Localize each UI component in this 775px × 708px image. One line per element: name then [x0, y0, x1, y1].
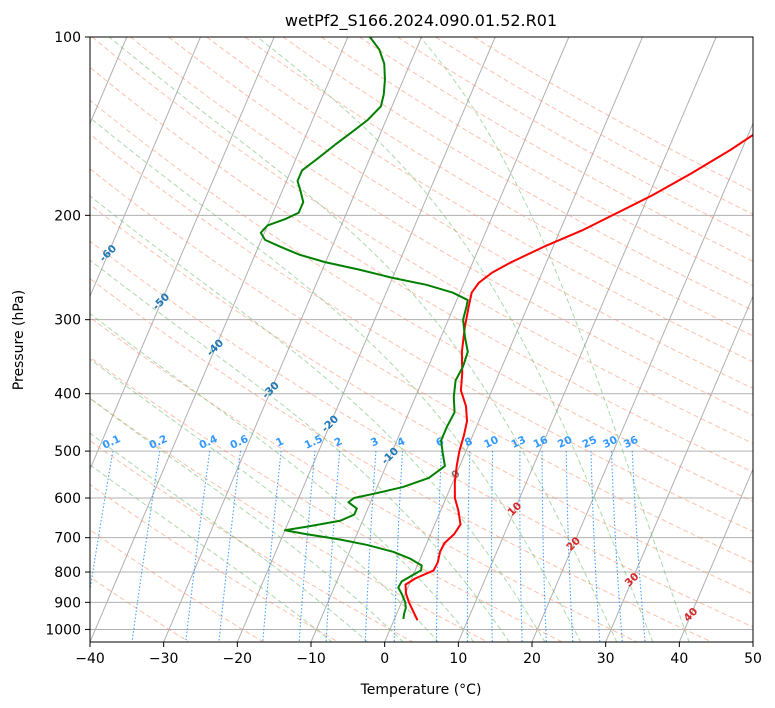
temperature-profile-line: [404, 133, 753, 621]
mixing-ratio-label: 6: [434, 435, 446, 449]
y-axis-title: Pressure (hPa): [11, 290, 27, 390]
moist-adiabat-line: [257, 37, 654, 642]
dry-adiabat-line: [90, 240, 753, 628]
dry-adiabat-line: [90, 168, 753, 563]
mixing-ratio-label: 4: [395, 435, 407, 449]
isotherm-line: [236, 37, 496, 642]
mixing-ratio-line: [631, 451, 646, 642]
dry-adiabat-line: [91, 37, 753, 445]
mixing-ratio-line: [565, 451, 574, 642]
dry-adiabat-line: [90, 203, 753, 595]
dry-adiabat-line: [90, 99, 753, 502]
dry-adiabat-line: [130, 37, 753, 417]
y-tick-label: 500: [54, 444, 81, 460]
moist-adiabat-line: [90, 358, 440, 642]
mixing-ratio-label: 3: [369, 435, 381, 449]
mixing-ratio-label: 25: [581, 434, 599, 451]
dry-adiabat-line: [473, 37, 753, 193]
moist-adiabat-line: [90, 117, 582, 642]
isotherm-line: [457, 37, 717, 642]
isotherm-line: [384, 37, 643, 642]
x-axis: −40 −30 −20 −10 0 10 20 30 40 50: [75, 642, 762, 667]
mixing-ratio-line: [218, 451, 242, 642]
mixing-ratio-label: 36: [622, 434, 640, 451]
dry-adiabat-line: [90, 278, 712, 642]
dry-adiabat-line: [206, 37, 753, 363]
moist-adiabat-line: [90, 259, 510, 642]
dry-adiabat-line: [168, 37, 753, 389]
profile-series: [259, 37, 753, 621]
dry-adiabat-line: [90, 397, 488, 642]
isotherm-line: [605, 295, 753, 642]
chart-title: wetPf2_S166.2024.090.01.52.R01: [285, 11, 557, 31]
moist-adiabat-line: [419, 37, 690, 642]
x-tick-label: −10: [296, 651, 326, 667]
moist-adiabat-line: [90, 397, 404, 642]
mixing-ratio-label: 8: [463, 435, 475, 449]
moist-adiabat-line: [90, 195, 546, 642]
mixing-ratio-label: 16: [532, 434, 550, 451]
mixing-ratio-line: [325, 451, 341, 642]
dry-adiabat-line: [320, 37, 753, 287]
mixing-ratio-line: [466, 451, 471, 642]
mixing-ratio-line: [393, 451, 404, 642]
y-tick-label: 900: [54, 595, 81, 611]
mixing-ratio-line: [610, 451, 623, 642]
mixing-ratio-line: [185, 451, 211, 642]
x-tick-label: 20: [523, 651, 541, 667]
x-tick-label: 0: [380, 651, 389, 667]
mixing-ratio-line: [541, 451, 547, 642]
y-tick-label: 800: [54, 565, 81, 581]
x-tick-label: 10: [449, 651, 467, 667]
isotherm-line: [163, 37, 422, 642]
plot-frame: [89, 36, 754, 643]
isotherm-line: [90, 37, 275, 471]
dry-adiabat-line: [244, 37, 753, 337]
y-tick-label: 1000: [45, 622, 81, 638]
dry-adiabat-line: [90, 133, 753, 533]
y-tick-label: 700: [54, 531, 81, 547]
mixing-ratio-label: 1: [274, 435, 286, 449]
isotherm-line: [90, 37, 201, 298]
moist-adiabat-line: [90, 432, 369, 642]
dry-adiabat-line: [397, 37, 753, 239]
mixing-ratio-label: 2: [333, 435, 345, 449]
y-tick-label: 200: [54, 208, 81, 224]
mixing-ratio-label: 20: [556, 434, 574, 451]
dry-adiabat-line: [90, 529, 264, 642]
dry-adiabat-line: [90, 316, 638, 642]
mixing-ratio-line: [519, 451, 523, 642]
mixing-ratio-label: 30: [601, 434, 619, 451]
x-tick-label: −40: [75, 651, 105, 667]
mixing-ratio-line: [298, 451, 316, 642]
isotherm-line: [678, 467, 753, 642]
isotherm-line: [531, 122, 753, 642]
y-tick-label: 300: [54, 313, 81, 329]
background-lines: [90, 37, 753, 642]
x-tick-label: −20: [223, 651, 253, 667]
x-tick-label: 40: [670, 651, 688, 667]
mixing-ratio-line: [131, 451, 161, 642]
x-tick-label: 30: [597, 651, 615, 667]
y-tick-label: 100: [54, 30, 81, 46]
y-tick-label: 600: [54, 491, 81, 507]
mixing-ratio-label: 10: [482, 434, 500, 451]
isotherm-line: [90, 37, 349, 642]
y-tick-label: 400: [54, 387, 81, 403]
x-axis-title: Temperature (°C): [360, 682, 482, 698]
mixing-ratio-line: [491, 451, 494, 642]
mixing-ratio-line: [590, 451, 601, 642]
dry-adiabat-line: [90, 66, 753, 473]
dewpoint-profile-line: [259, 37, 469, 620]
moist-adiabat-line: [90, 464, 333, 642]
mixing-ratio-line: [262, 451, 282, 642]
x-tick-label: 50: [744, 651, 762, 667]
x-tick-label: −30: [149, 651, 179, 667]
moist-adiabat-line: [90, 313, 475, 642]
y-axis: 100 200 300 400 500 600 700 800 900 1000: [45, 30, 90, 638]
mixing-ratio-label: 13: [510, 434, 528, 451]
